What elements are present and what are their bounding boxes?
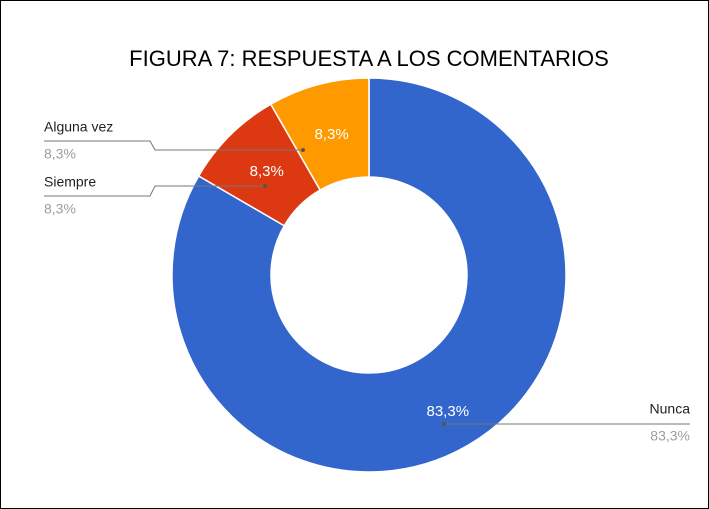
leader-line (44, 140, 303, 151)
legend-value: 8,3% (44, 201, 76, 217)
leader-line (44, 185, 265, 197)
legend-label: Nunca (650, 401, 691, 417)
legend-label: Siempre (44, 174, 96, 190)
slice-label: 8,3% (314, 126, 348, 143)
slice (171, 77, 567, 473)
slice (269, 77, 370, 192)
leader-dot (301, 148, 305, 152)
slice-label: 8,3% (250, 163, 284, 180)
legend-value: 8,3% (44, 146, 76, 162)
leader-dot (442, 422, 446, 426)
legend-label: Alguna vez (44, 119, 113, 135)
chart-title: FIGURA 7: RESPUESTA A LOS COMENTARIOS (129, 46, 609, 71)
leader-dot (263, 184, 267, 188)
legend-value: 83,3% (650, 428, 690, 444)
slice-label: 83,3% (427, 403, 470, 420)
